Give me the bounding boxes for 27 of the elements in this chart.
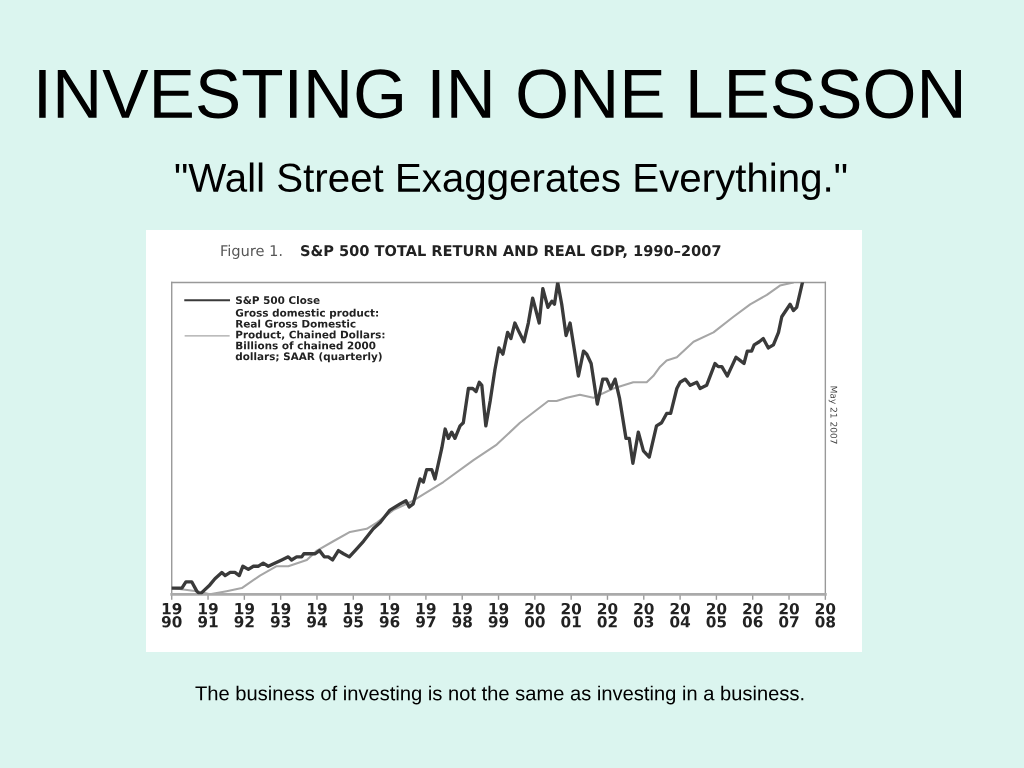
x-tick-label: 19 98: [452, 602, 472, 628]
x-tick-label: 20 03: [633, 602, 654, 628]
x-tick-label: 20 04: [670, 602, 691, 628]
x-tick-label: 19 91: [198, 602, 218, 628]
text: The business of investing is not the same as investing in a business.: [195, 685, 804, 705]
x-tick-label: 19 94: [307, 602, 327, 628]
x-tick-label: 20 01: [561, 602, 582, 628]
x-tick-label: 19 97: [416, 602, 436, 628]
x-tick-label: 19 90: [161, 602, 182, 628]
legend-label: S&P 500 Close: [236, 296, 320, 305]
legend-label: Gross domestic product: Real Gross Domestic Product, Chained Dollars: Billions of chained 2000 dollars; SAAR (quarterly): [235, 308, 385, 363]
x-tick-label: 20 07: [779, 602, 799, 628]
x-tick-label: 20 00: [524, 602, 545, 628]
x-tick-label: 20 08: [815, 602, 836, 628]
caption: Figure 1.: [221, 244, 282, 259]
chart-subtitle: "Wall Street Exaggerates Everything.": [175, 162, 847, 201]
x-tick-label: 19 92: [234, 602, 254, 628]
x-tick-label: 20 02: [597, 602, 618, 628]
text: May 21 2007: [828, 386, 838, 444]
x-tick-label: 20 06: [742, 602, 763, 628]
x-tick-label: 19 96: [379, 602, 400, 628]
x-tick-label: 19 99: [488, 602, 509, 628]
text: S&P 500 TOTAL RETURN AND REAL GDP, 1990–2007: [301, 245, 721, 258]
x-tick-label: 20 05: [706, 602, 727, 628]
x-tick-label: 19 95: [343, 602, 363, 628]
x-tick-label: 19 93: [270, 602, 291, 628]
chart-title: INVESTING IN ONE LESSON: [39, 69, 961, 119]
